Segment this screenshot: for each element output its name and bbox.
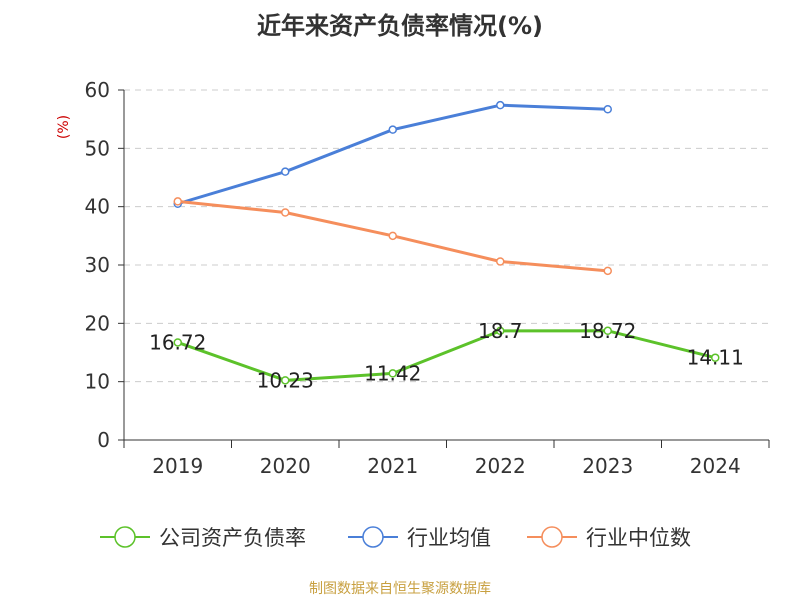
x-tick-label: 2024 — [690, 454, 741, 478]
data-point — [388, 125, 397, 134]
data-point — [173, 197, 182, 206]
data-point — [388, 231, 397, 241]
data-point — [173, 338, 182, 347]
data-label: 16.72 — [149, 330, 206, 354]
y-tick-label: 60 — [85, 78, 110, 102]
legend-label: 行业中位数 — [586, 526, 691, 550]
data-point — [496, 326, 505, 336]
x-tick-label: 2023 — [582, 454, 633, 478]
label-layer: 16.72 10.23 11.42 18.7 18.72 14.11 — [149, 319, 744, 393]
legend-marker — [541, 526, 563, 548]
source-footer: 制图数据来自恒生聚源数据库 — [309, 581, 491, 597]
x-tick-label: 2022 — [475, 454, 526, 478]
data-point — [281, 376, 290, 385]
y-tick-label: 30 — [85, 253, 110, 277]
data-point — [496, 257, 505, 266]
legend: 公司资产负债率 行业均值 行业中位数 — [100, 526, 691, 550]
legend-label: 公司资产负债率 — [159, 526, 306, 550]
chart-title: 近年来资产负债率情况(%) — [257, 12, 543, 40]
data-label: 11.42 — [364, 361, 421, 385]
series-line — [176, 329, 717, 382]
y-tick-label: 50 — [85, 136, 110, 160]
y-axis-label: (%) — [56, 115, 72, 139]
y-tick-label: 10 — [85, 370, 110, 394]
data-point — [603, 326, 612, 336]
legend-label: 行业均值 — [407, 526, 491, 550]
series-line — [176, 103, 610, 206]
legend-marker — [114, 526, 136, 548]
data-label: 14.11 — [687, 346, 744, 370]
data-label: 18.72 — [579, 319, 636, 343]
grid-layer — [124, 89, 769, 383]
x-tick-label: 2019 — [152, 454, 203, 478]
x-tick-label: 2021 — [367, 454, 418, 478]
data-point — [603, 266, 612, 276]
data-point — [388, 369, 397, 378]
data-point — [281, 167, 290, 176]
y-tick-label: 20 — [85, 311, 110, 335]
series-layer — [173, 100, 720, 385]
data-label: 18.7 — [478, 319, 523, 343]
y-tick-label: 40 — [85, 195, 110, 219]
axis-layer: 0 10 20 30 40 50 60 (%) 2019 2020 2021 2022 2023 2024 — [56, 78, 770, 478]
x-tick-label: 2020 — [260, 454, 311, 478]
data-label: 10.23 — [257, 368, 314, 392]
data-point — [711, 353, 720, 362]
data-point — [496, 100, 505, 110]
y-tick-label: 0 — [97, 428, 110, 452]
legend-marker — [362, 526, 384, 548]
data-point — [281, 208, 290, 217]
data-point — [603, 105, 612, 114]
